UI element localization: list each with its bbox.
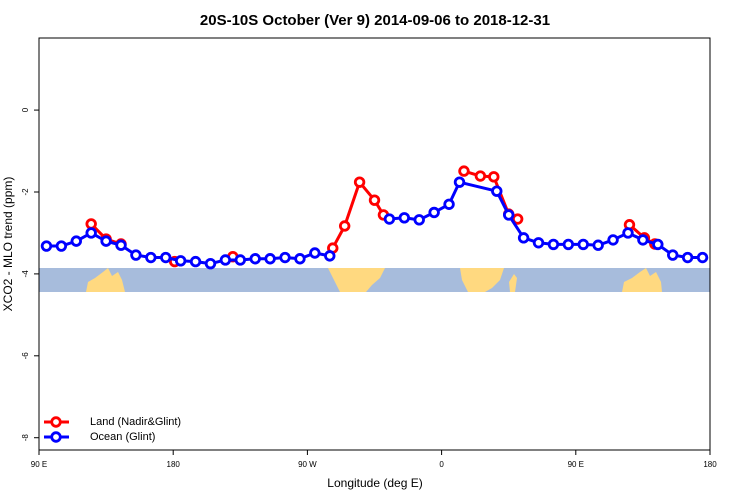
data-point [383, 213, 396, 225]
data-point [85, 218, 97, 230]
data-point [577, 238, 589, 251]
data-point [532, 237, 545, 249]
data-point [562, 238, 575, 251]
data-point [474, 170, 487, 182]
data-point [55, 240, 68, 252]
data-point [353, 176, 366, 188]
data-point [115, 239, 127, 251]
y-axis-label: XCO2 - MLO trend (ppm) [1, 177, 15, 312]
x-tick-label: 180 [167, 460, 181, 469]
data-point [398, 212, 411, 224]
map-strip [39, 268, 710, 292]
data-point [204, 257, 217, 270]
land-shape [86, 268, 125, 292]
data-point [652, 238, 664, 251]
data-point [681, 251, 694, 264]
data-point [368, 194, 381, 206]
y-tick-label: -4 [21, 270, 30, 278]
data-point [413, 214, 425, 226]
data-point [130, 249, 142, 261]
x-axis-label: Longitude (deg E) [327, 476, 422, 490]
land-shape [622, 268, 662, 292]
data-point [160, 251, 172, 264]
land-shape [460, 268, 504, 292]
data-point [294, 253, 306, 265]
x-tick-label: 180 [703, 460, 717, 469]
data-point [324, 250, 336, 262]
data-point [145, 251, 157, 264]
data-point [458, 165, 470, 177]
data-point [219, 254, 232, 266]
legend-label: Land (Nadir&Glint) [90, 416, 181, 428]
y-tick-label: -2 [21, 188, 30, 196]
legend-marker [50, 416, 62, 428]
data-point [607, 234, 619, 246]
data-point [70, 235, 82, 247]
data-point [40, 240, 53, 252]
x-tick-label: 0 [439, 460, 444, 469]
data-point [279, 251, 291, 264]
land-shape [509, 274, 517, 292]
data-point [547, 238, 560, 251]
series-line [46, 180, 703, 266]
data-point [592, 239, 604, 251]
series-line [90, 169, 656, 249]
data-point [453, 176, 466, 188]
x-tick-label: 90 E [568, 460, 584, 469]
data-point [491, 185, 503, 197]
y-tick-label: -6 [21, 352, 30, 360]
y-tick-label: -8 [21, 434, 30, 442]
y-tick-label: 0 [21, 107, 30, 112]
legend-marker [50, 431, 62, 443]
data-point [264, 253, 276, 265]
plot-frame [38, 37, 711, 451]
chart-title: 20S-10S October (Ver 9) 2014-09-06 to 20… [200, 12, 550, 29]
legend: Land (Nadir&Glint) Ocean (Glint) [44, 416, 181, 443]
data-point [503, 209, 515, 221]
data-point [174, 255, 187, 267]
data-point [622, 227, 634, 239]
legend-label: Ocean (Glint) [90, 431, 155, 443]
data-point [517, 232, 530, 244]
data-point [189, 255, 202, 268]
data-point [667, 249, 679, 261]
data-point [234, 254, 247, 266]
data-point [249, 253, 261, 265]
data-point [100, 235, 112, 247]
data-point [511, 213, 524, 225]
land-shape [328, 268, 385, 292]
data-point [488, 171, 500, 183]
data-point [443, 198, 455, 210]
data-point [428, 206, 440, 219]
data-point [338, 220, 351, 232]
x-tick-label: 90 E [31, 460, 47, 469]
data-point [309, 247, 321, 259]
data-point [696, 251, 709, 264]
data-point [85, 227, 97, 239]
data-point [637, 234, 649, 246]
x-tick-label: 90 W [298, 460, 317, 469]
